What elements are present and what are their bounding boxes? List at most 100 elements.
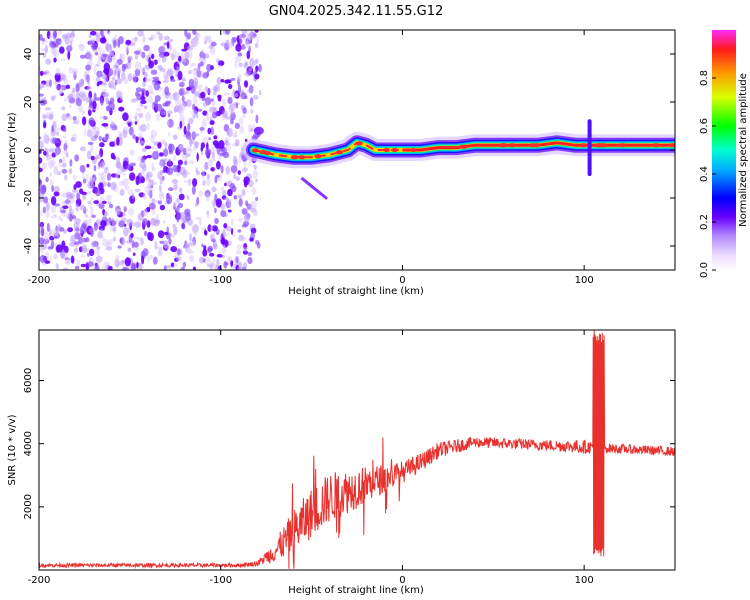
noise-speckle <box>52 137 58 144</box>
noise-speckle <box>217 64 222 69</box>
noise-speckle <box>170 53 175 61</box>
noise-speckle <box>243 80 249 88</box>
ridge-hotspot <box>580 143 587 148</box>
noise-speckle <box>207 245 213 252</box>
noise-speckle <box>155 214 159 221</box>
noise-speckle <box>166 69 173 77</box>
noise-speckle <box>164 141 168 149</box>
noise-speckle <box>106 44 113 53</box>
noise-speckle <box>85 208 89 212</box>
noise-speckle <box>165 265 173 269</box>
noise-speckle <box>241 30 248 35</box>
noise-speckle <box>232 233 236 238</box>
noise-speckle <box>188 117 194 125</box>
noise-speckle <box>210 224 213 233</box>
noise-speckle <box>222 189 227 198</box>
noise-speckle <box>138 237 144 242</box>
noise-speckle <box>95 219 102 229</box>
colorbar-tick-label: 0.0 <box>699 262 710 278</box>
noise-speckle <box>201 118 207 129</box>
noise-speckle <box>61 106 66 111</box>
noise-speckle <box>191 132 197 138</box>
noise-speckle <box>67 50 71 60</box>
noise-speckle <box>203 87 208 94</box>
noise-speckle <box>59 86 64 95</box>
noise-speckle <box>173 263 178 267</box>
noise-speckle <box>205 53 210 59</box>
noise-speckle <box>127 122 132 127</box>
noise-speckle <box>175 256 182 262</box>
noise-speckle <box>240 236 247 242</box>
noise-speckle <box>115 156 121 164</box>
noise-speckle <box>130 232 134 239</box>
noise-speckle <box>151 152 158 158</box>
noise-speckle <box>252 169 258 179</box>
noise-speckle <box>136 261 139 269</box>
noise-speckle <box>237 229 242 233</box>
ridge-hotspot <box>291 155 299 160</box>
noise-speckle <box>120 53 126 62</box>
noise-speckle <box>255 178 258 183</box>
noise-speckle <box>49 256 53 262</box>
noise-speckle <box>202 258 206 263</box>
noise-speckle <box>147 96 154 104</box>
noise-speckle <box>203 101 208 107</box>
noise-speckle <box>234 55 242 63</box>
noise-speckle <box>107 201 112 205</box>
noise-speckle <box>146 154 152 159</box>
noise-speckle <box>127 73 133 82</box>
noise-speckle <box>79 225 84 234</box>
noise-speckle <box>98 182 104 191</box>
noise-speckle <box>254 42 259 49</box>
noise-speckle <box>238 62 243 67</box>
noise-speckle <box>214 175 218 184</box>
noise-speckle <box>212 90 217 96</box>
noise-speckle <box>251 34 256 40</box>
noise-speckle <box>211 151 215 160</box>
noise-speckle <box>250 128 253 132</box>
noise-speckle <box>162 240 169 249</box>
noise-speckle <box>108 203 114 209</box>
noise-speckle <box>81 191 87 195</box>
noise-speckle <box>39 167 43 173</box>
y-tick-label: 2000 <box>23 494 34 519</box>
noise-speckle <box>111 76 116 81</box>
noise-speckle <box>168 158 171 165</box>
noise-speckle <box>207 158 213 167</box>
noise-speckle <box>91 214 96 218</box>
noise-speckle <box>65 258 72 266</box>
ridge-hotspot <box>459 144 467 149</box>
noise-speckle <box>233 195 237 200</box>
noise-speckle <box>208 34 212 43</box>
noise-speckle <box>117 245 122 249</box>
noise-speckle <box>72 215 76 220</box>
ridge-hotspot <box>409 148 417 152</box>
noise-speckle <box>157 230 165 239</box>
noise-speckle <box>53 191 60 197</box>
noise-speckle <box>74 154 80 162</box>
noise-speckle <box>132 252 136 256</box>
noise-speckle <box>67 115 73 121</box>
noise-speckle <box>148 50 153 58</box>
noise-speckle <box>150 146 157 150</box>
noise-speckle <box>186 195 190 200</box>
noise-speckle <box>241 224 248 228</box>
noise-speckle <box>242 107 247 115</box>
noise-speckle <box>206 63 212 72</box>
noise-speckle <box>210 41 217 47</box>
noise-speckle <box>51 228 58 238</box>
noise-speckle <box>62 205 69 209</box>
noise-speckle <box>39 136 42 140</box>
noise-speckle <box>211 99 216 107</box>
noise-speckle <box>157 142 162 149</box>
noise-speckle <box>94 97 101 101</box>
noise-speckle <box>122 129 128 139</box>
noise-speckle <box>182 223 186 230</box>
noise-speckle <box>157 64 163 71</box>
noise-speckle <box>43 150 47 156</box>
noise-speckle <box>94 264 100 270</box>
noise-speckle <box>238 160 242 164</box>
noise-speckle <box>101 200 107 204</box>
